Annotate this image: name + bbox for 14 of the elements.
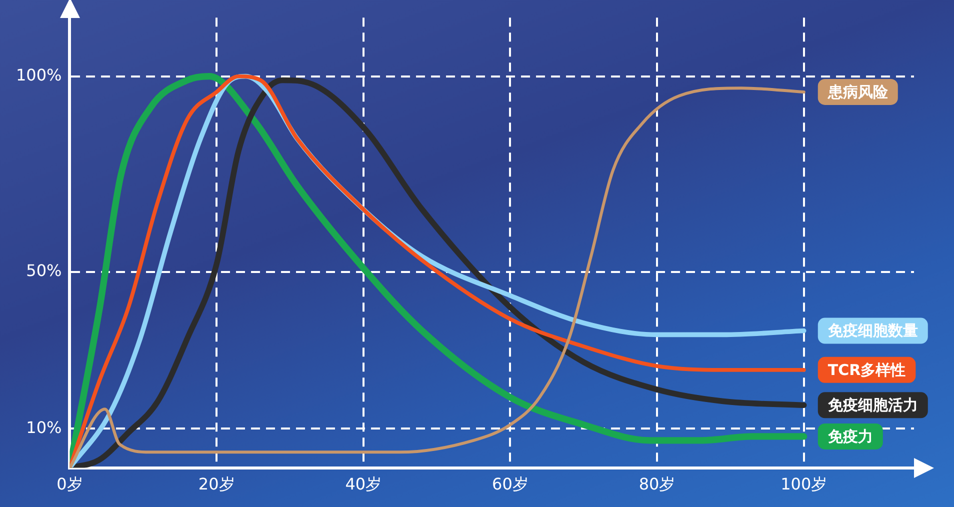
x-tick-label: 80岁	[638, 474, 676, 494]
x-tick-label: 0岁	[56, 474, 83, 494]
y-tick-label: 100%	[16, 65, 62, 84]
x-tick-label: 40岁	[345, 474, 382, 494]
series-label: 免疫力	[826, 427, 873, 446]
series-label: TCR多样性	[828, 360, 906, 379]
x-tick-label: 100岁	[780, 474, 828, 494]
x-tick-label: 60岁	[492, 474, 528, 494]
x-tick-label: 20岁	[198, 474, 235, 494]
series-label: 免疫细胞数量	[826, 322, 918, 340]
y-tick-label: 10%	[26, 418, 62, 437]
series-label: 免疫细胞活力	[826, 396, 918, 414]
series-label: 患病风险	[826, 82, 889, 101]
y-tick-label: 50%	[26, 261, 62, 280]
